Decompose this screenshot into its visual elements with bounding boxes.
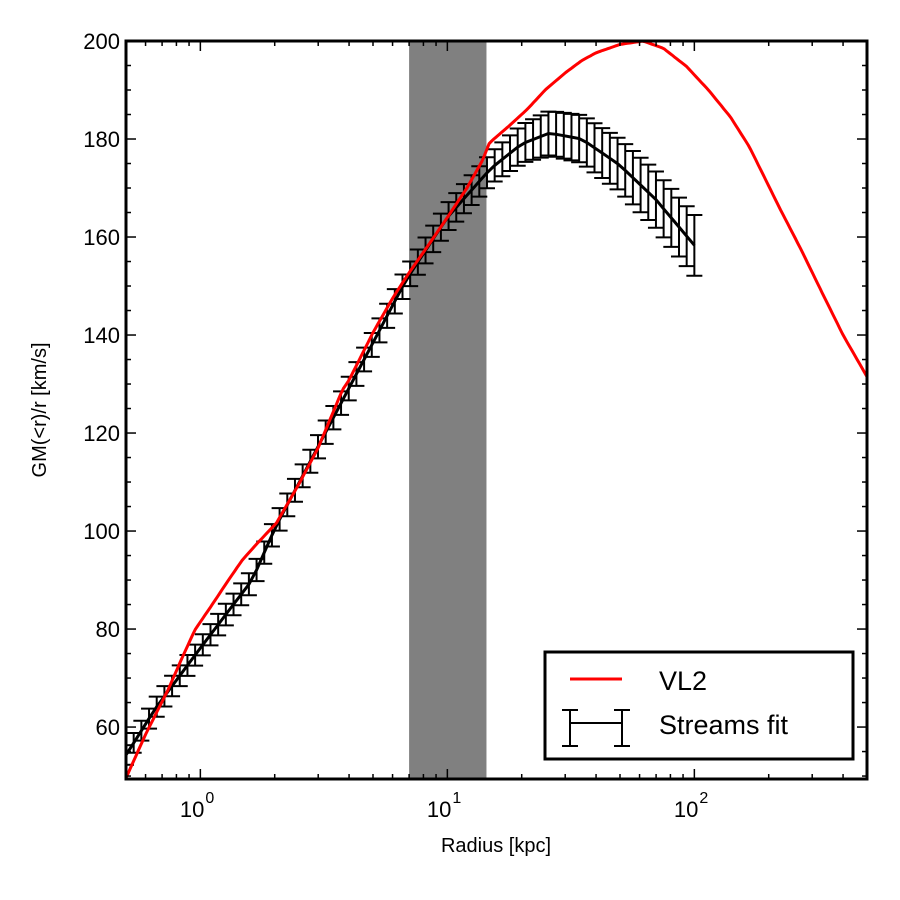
legend-vl2-label: VL2 [659, 666, 707, 696]
x-axis-title: Radius [kpc] [441, 835, 551, 857]
y-tick-label: 80 [96, 617, 120, 642]
y-tick-label: 120 [83, 421, 120, 446]
x-tick-label: 10 [180, 797, 204, 822]
legend-box [543, 650, 855, 761]
x-tick-label: 10 [427, 797, 451, 822]
x-tick-label-base: 10 [674, 797, 698, 822]
x-tick-label-base: 10 [180, 797, 204, 822]
x-tick-label-exponent: 1 [452, 790, 461, 807]
plot-frame [124, 39, 869, 781]
y-tick-label: 180 [83, 127, 120, 152]
x-tick-label: 10 [674, 797, 698, 822]
y-tick-label: 100 [83, 519, 120, 544]
y-tick-label: 140 [83, 323, 120, 348]
tick-layer [125, 40, 868, 779]
y-tick-label: 60 [96, 715, 120, 740]
vl2-line [126, 41, 867, 779]
legend-streams-swatch [562, 709, 630, 747]
streams-fit-errorbar [686, 213, 703, 277]
y-tick-label: 160 [83, 225, 120, 250]
legend-streams-label: Streams fit [659, 710, 789, 740]
y-axis-title: GM(<r)/r [km/s] [29, 343, 51, 478]
x-tick-label-exponent: 2 [699, 790, 708, 807]
x-tick-label-base: 10 [427, 797, 451, 822]
legend: VL2 Streams fit [543, 650, 855, 761]
band-layer [409, 41, 487, 779]
shaded-band [409, 41, 487, 779]
x-tick-label-exponent: 0 [205, 790, 214, 807]
y-tick-label: 200 [83, 29, 120, 54]
series-layer [126, 41, 867, 779]
